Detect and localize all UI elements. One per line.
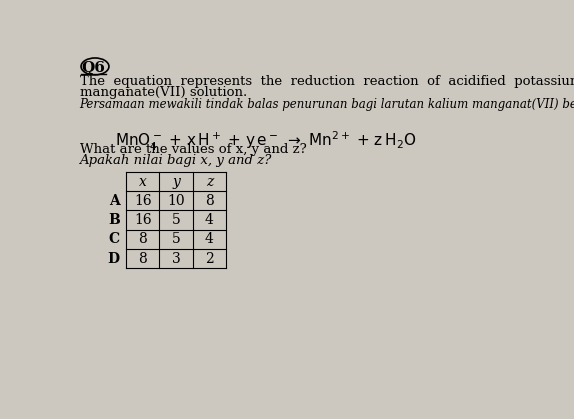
Text: y: y <box>172 175 180 189</box>
Text: 10: 10 <box>167 194 185 208</box>
Text: 5: 5 <box>172 213 180 227</box>
Text: 3: 3 <box>172 251 180 266</box>
Text: A: A <box>109 194 120 208</box>
Text: Persamaan mewakili tindak balas penurunan bagi larutan kalium manganat(VII) bera: Persamaan mewakili tindak balas penuruna… <box>80 98 574 111</box>
Text: D: D <box>108 251 120 266</box>
Text: The  equation  represents  the  reduction  reaction  of  acidified  potassium: The equation represents the reduction re… <box>80 75 574 88</box>
Text: 5: 5 <box>172 232 180 246</box>
Text: C: C <box>108 232 120 246</box>
Text: 16: 16 <box>134 213 152 227</box>
Text: x: x <box>139 175 146 189</box>
Text: Q6: Q6 <box>82 60 106 74</box>
Text: Apakah nilai bagi x, y and z?: Apakah nilai bagi x, y and z? <box>80 154 272 167</box>
Text: 8: 8 <box>138 232 147 246</box>
Text: 4: 4 <box>205 213 214 227</box>
Text: B: B <box>108 213 120 227</box>
Text: z: z <box>205 175 213 189</box>
Text: What are the values of x, y and z?: What are the values of x, y and z? <box>80 143 307 156</box>
Text: 2: 2 <box>205 251 214 266</box>
Text: 4: 4 <box>205 232 214 246</box>
Text: $\mathrm{MnO_4^-}$ $+$ $\mathrm{x\,H^+}$ $+$ $\mathrm{y\,e^-}$ $\rightarrow$ $\m: $\mathrm{MnO_4^-}$ $+$ $\mathrm{x\,H^+}$… <box>115 129 416 153</box>
Text: 8: 8 <box>138 251 147 266</box>
Text: 16: 16 <box>134 194 152 208</box>
Text: 8: 8 <box>205 194 214 208</box>
Text: manganate(VII) solution.: manganate(VII) solution. <box>80 86 247 99</box>
